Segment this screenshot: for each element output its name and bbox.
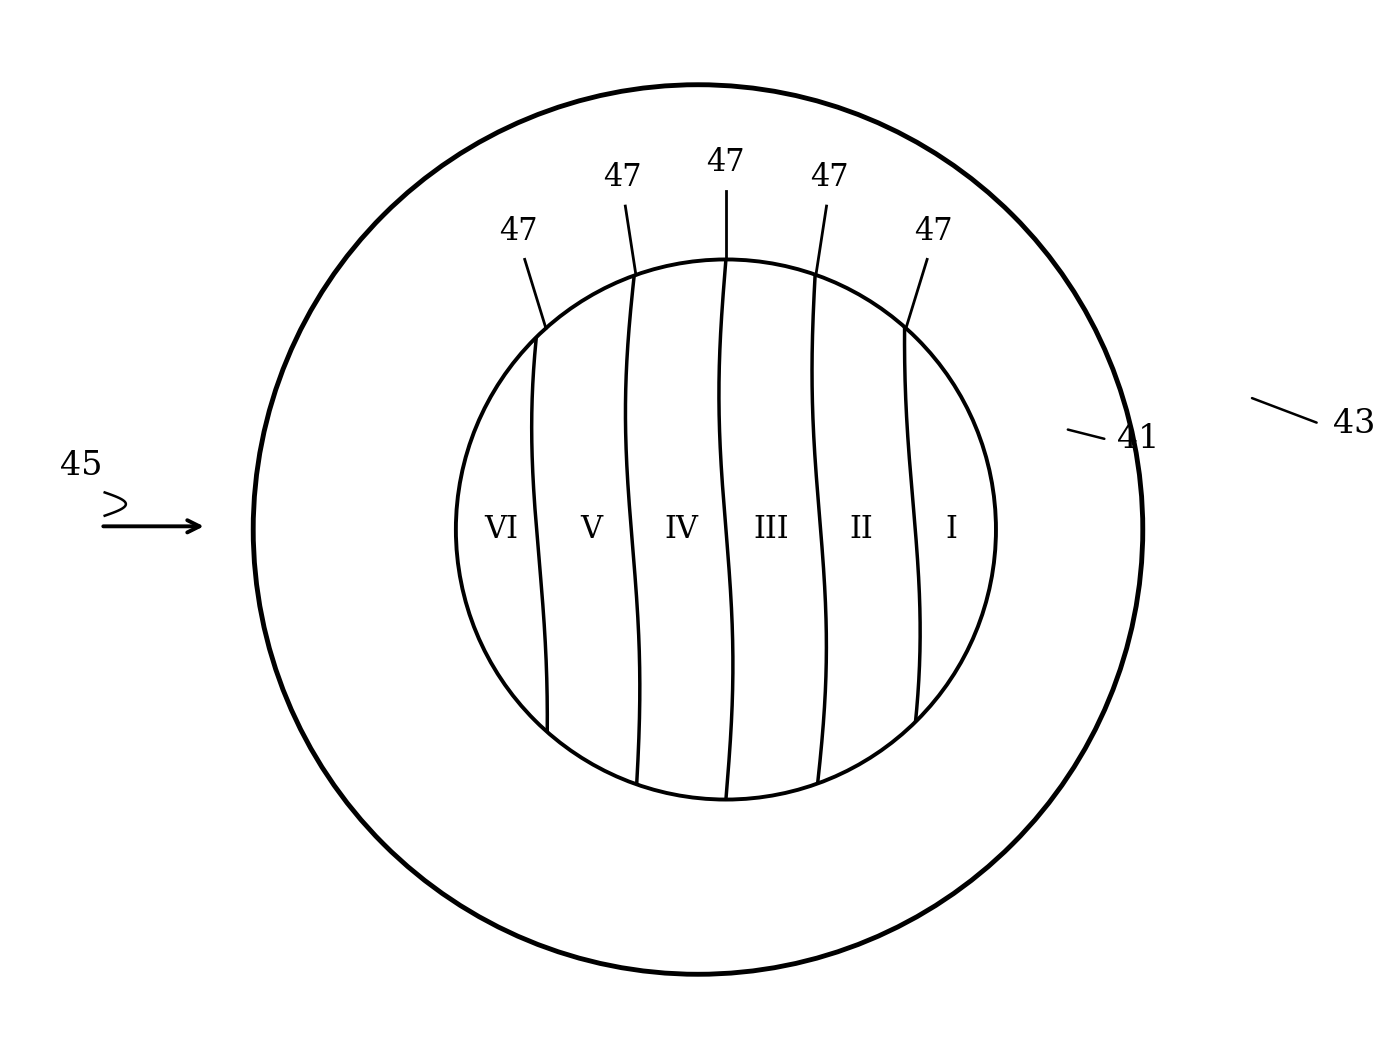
- Text: 41: 41: [1117, 424, 1159, 455]
- Circle shape: [253, 85, 1143, 974]
- Text: V: V: [579, 514, 602, 545]
- Text: 47: 47: [811, 162, 849, 194]
- Text: 47: 47: [498, 216, 537, 247]
- Text: 47: 47: [603, 162, 641, 194]
- Text: 43: 43: [1333, 408, 1375, 439]
- Text: 47: 47: [914, 216, 953, 247]
- Text: I: I: [945, 514, 956, 545]
- Text: VI: VI: [484, 514, 518, 545]
- Text: 45: 45: [60, 450, 102, 482]
- Text: III: III: [752, 514, 789, 545]
- Text: IV: IV: [664, 514, 698, 545]
- Text: II: II: [849, 514, 872, 545]
- Text: 47: 47: [706, 147, 745, 178]
- Circle shape: [456, 259, 995, 800]
